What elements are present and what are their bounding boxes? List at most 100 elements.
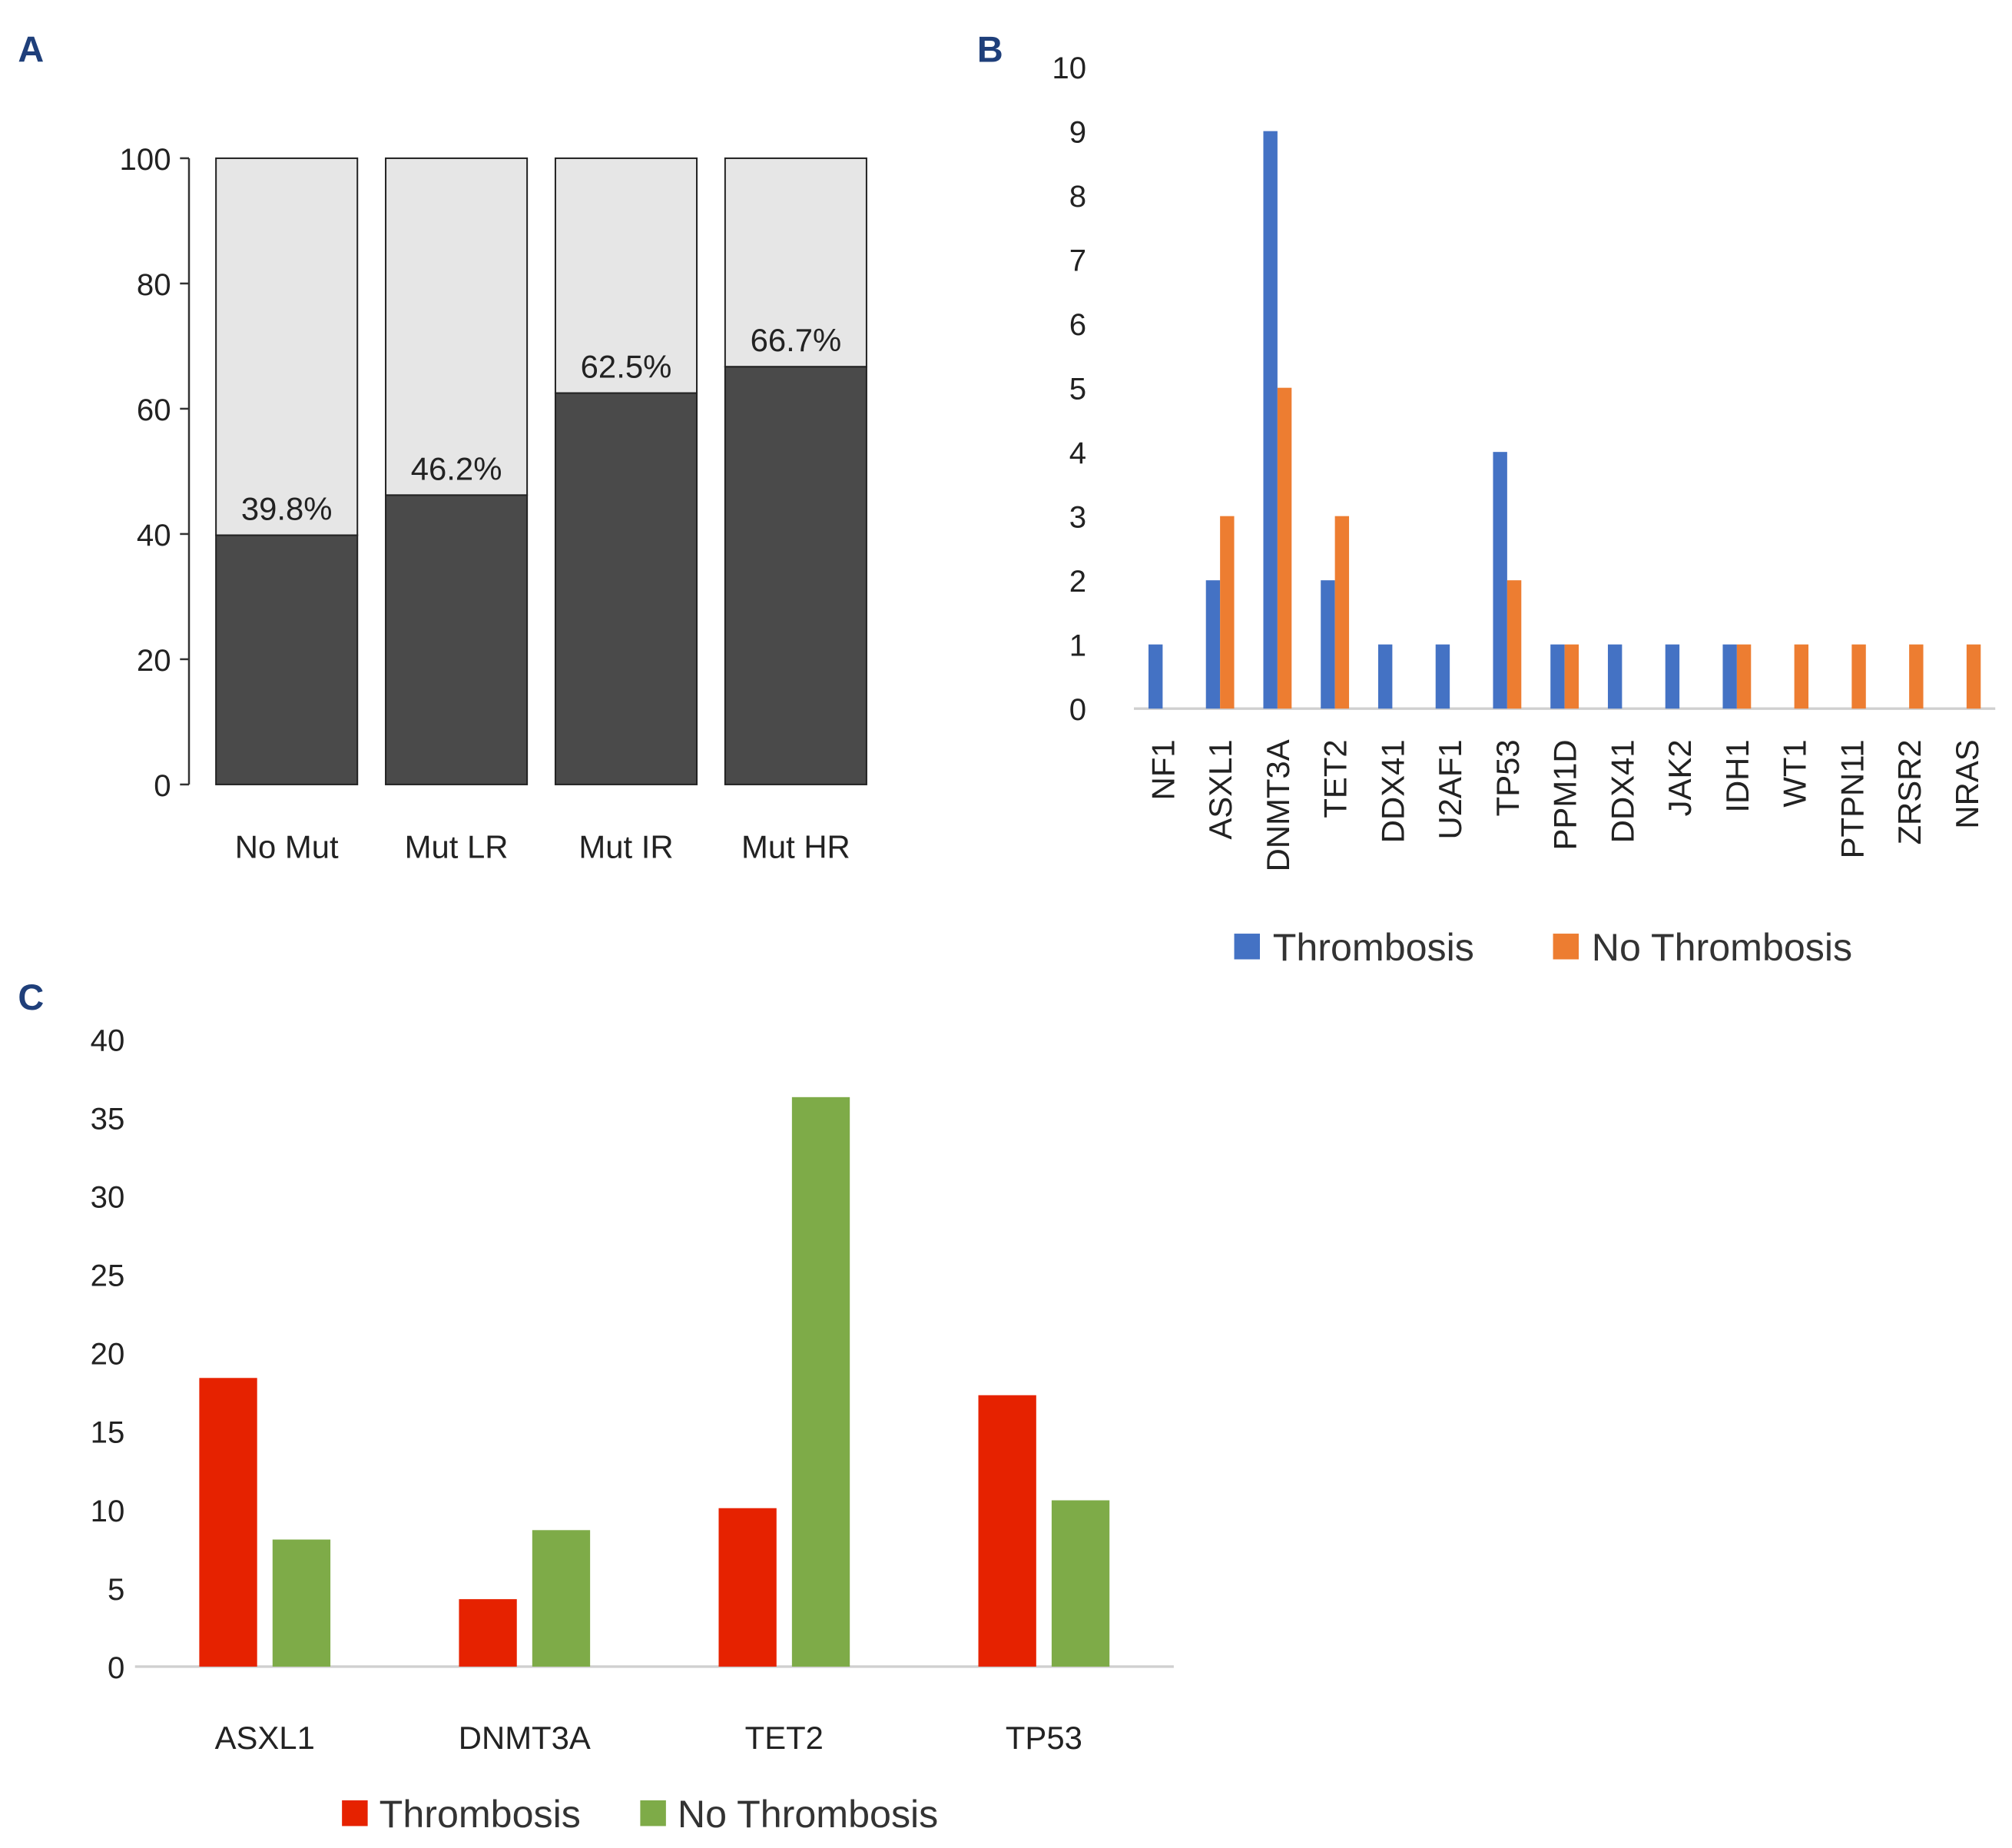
bar-thrombosis [1263, 131, 1278, 709]
y-tick-label: 20 [91, 1337, 125, 1372]
x-tick-label: ASXL1 [1202, 739, 1238, 839]
y-tick-label: 6 [1069, 307, 1086, 342]
bar-thrombosis [978, 1395, 1036, 1667]
y-tick-label: 2 [1069, 564, 1086, 599]
bar-upper [385, 157, 529, 496]
bar-no-thrombosis [1851, 644, 1866, 709]
bar-thrombosis [718, 1508, 777, 1667]
bar-no-thrombosis [791, 1097, 850, 1667]
x-tick-label: No Mut [235, 828, 339, 864]
bar-thrombosis [1550, 644, 1565, 709]
y-tick-label: 40 [91, 1023, 125, 1057]
y-tick-label: 7 [1069, 244, 1086, 278]
bar-lower [554, 392, 698, 785]
bar-no-thrombosis [1334, 516, 1350, 709]
bar-thrombosis [1435, 644, 1450, 709]
x-tick-label: NRAS [1949, 739, 1985, 828]
x-tick-label: PPM1D [1547, 739, 1583, 850]
bar-no-thrombosis [1736, 644, 1752, 709]
bar-no-thrombosis [1507, 580, 1522, 709]
bar-thrombosis [1493, 452, 1507, 709]
x-tick-label: ZRSR2 [1891, 739, 1927, 844]
y-tick-label: 10 [91, 1494, 125, 1528]
y-tick-label: 35 [91, 1101, 125, 1136]
bar-thrombosis [1722, 644, 1737, 709]
bar-thrombosis [1665, 644, 1680, 709]
x-tick-label: TP53 [1006, 1720, 1082, 1756]
bar-no-thrombosis [1220, 516, 1235, 709]
x-tick-label: Mut HR [741, 828, 850, 864]
data-label: 39.8% [241, 490, 333, 526]
bar-no-thrombosis [1564, 644, 1579, 709]
y-tick-label: 0 [154, 768, 171, 803]
bar-upper [724, 157, 867, 368]
y-tick-label: 30 [91, 1180, 125, 1215]
data-label: 62.5% [581, 348, 672, 384]
y-tick-label: 25 [91, 1259, 125, 1293]
bar-no-thrombosis [1277, 387, 1292, 709]
x-tick-label: TET2 [745, 1720, 824, 1756]
x-tick-label: TET2 [1318, 739, 1354, 818]
bar-no-thrombosis [272, 1539, 331, 1667]
chart-b-gene-counts: 0 1 2 3 4 5 6 7 8 9 10 NF1 ASXL1 DNMT3A TET2 DDX41 U2AF1… [1052, 51, 1996, 969]
legend-swatch-no-thrombosis [640, 1800, 666, 1826]
legend-swatch-no-thrombosis [1553, 934, 1579, 960]
y-tick-label: 9 [1069, 115, 1086, 150]
y-tick-label: 8 [1069, 179, 1086, 214]
y-tick-label: 3 [1069, 500, 1086, 535]
bar-no-thrombosis [532, 1530, 591, 1667]
x-tick-label: DNMT3A [459, 1720, 591, 1756]
bar-upper [215, 157, 359, 536]
x-tick-label: IDH1 [1719, 739, 1755, 812]
x-tick-label: JAK2 [1662, 739, 1698, 816]
bar-thrombosis [1205, 580, 1221, 709]
bar-lower [215, 534, 359, 785]
legend-label: No Thrombosis [678, 1793, 938, 1836]
bar-no-thrombosis [1051, 1500, 1110, 1667]
y-tick-label: 15 [91, 1415, 125, 1450]
bar-no-thrombosis [1909, 644, 1924, 709]
y-tick-label: 80 [137, 267, 171, 302]
legend-label: Thrombosis [380, 1793, 581, 1836]
bar-thrombosis [1607, 644, 1623, 709]
bar-no-thrombosis [1966, 644, 1981, 709]
legend-swatch-thrombosis [342, 1800, 368, 1826]
y-tick-label: 60 [137, 393, 171, 427]
x-tick-label: PTPN11 [1834, 739, 1870, 858]
x-tick-label: U2AF1 [1432, 739, 1468, 839]
legend-label: No Thrombosis [1592, 926, 1852, 969]
bar-thrombosis [459, 1599, 517, 1667]
y-tick-label: 100 [120, 142, 171, 177]
y-tick-label: 5 [1069, 372, 1086, 406]
y-tick-label: 4 [1069, 436, 1086, 470]
y-tick-label: 10 [1052, 51, 1086, 85]
y-tick-label: 20 [137, 643, 171, 678]
bar-thrombosis [199, 1378, 257, 1667]
bar-lower [724, 366, 867, 785]
y-tick-label: 0 [1069, 692, 1086, 727]
y-tick-label: 5 [108, 1572, 124, 1607]
data-label: 66.7% [751, 322, 842, 358]
x-tick-label: NF1 [1145, 739, 1181, 800]
x-tick-label: ASXL1 [215, 1720, 315, 1756]
x-tick-label: TP53 [1490, 739, 1526, 816]
y-tick-label: 0 [108, 1651, 124, 1685]
bar-thrombosis [1148, 644, 1163, 709]
x-tick-label: DDX41 [1374, 739, 1410, 843]
data-label: 46.2% [411, 450, 502, 486]
bar-thrombosis [1321, 580, 1335, 709]
x-tick-label: DDX41 [1604, 739, 1640, 843]
panel-label-b: B [977, 29, 1003, 69]
x-tick-label: WT1 [1777, 739, 1813, 807]
bar-lower [385, 494, 529, 785]
bar-thrombosis [1377, 644, 1393, 709]
chart-a-stacked-bars: 0 20 40 60 80 100 39.8% No Mut 46.2% Mut LR 62.5% M… [120, 142, 867, 864]
bar-no-thrombosis [1794, 644, 1809, 709]
x-tick-label: Mut IR [578, 828, 673, 864]
legend-label: Thrombosis [1273, 926, 1474, 969]
y-tick-label: 40 [137, 518, 171, 552]
legend-swatch-thrombosis [1234, 934, 1261, 960]
y-tick-label: 1 [1069, 629, 1086, 663]
x-tick-label: Mut LR [405, 828, 509, 864]
